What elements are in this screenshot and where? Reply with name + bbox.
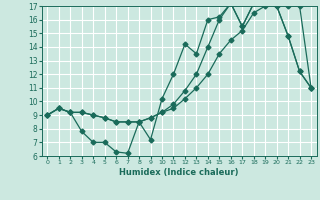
X-axis label: Humidex (Indice chaleur): Humidex (Indice chaleur) (119, 168, 239, 177)
